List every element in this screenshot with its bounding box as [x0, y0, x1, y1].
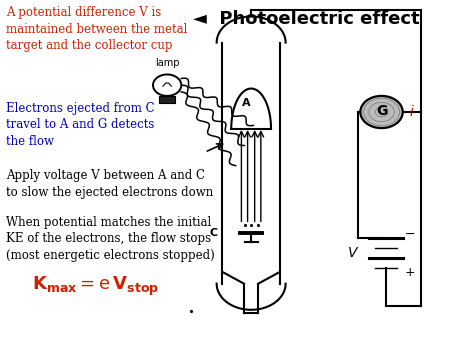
- Text: G: G: [376, 104, 387, 118]
- Text: When potential matches the initial
KE of the electrons, the flow stops
(most ene: When potential matches the initial KE of…: [6, 216, 215, 262]
- Text: −: −: [405, 228, 415, 241]
- Bar: [159, 96, 175, 103]
- Text: $\mathbf{K_{max}}$$= \mathrm{e}\, $$\mathbf{V_{stop}}$: $\mathbf{K_{max}}$$= \mathrm{e}\, $$\mat…: [32, 275, 159, 298]
- Text: Apply voltage V between A and C
to slow the ejected electrons down: Apply voltage V between A and C to slow …: [6, 169, 213, 198]
- Text: ◄  Photoelectric effect: ◄ Photoelectric effect: [193, 10, 420, 28]
- Text: i: i: [410, 105, 413, 119]
- Text: +: +: [405, 266, 415, 280]
- Text: Electrons ejected from C
travel to A and G detects
the flow: Electrons ejected from C travel to A and…: [6, 102, 154, 148]
- Text: C: C: [210, 228, 218, 238]
- Circle shape: [153, 74, 181, 96]
- Text: A potential difference V is
maintained between the metal
target and the collecto: A potential difference V is maintained b…: [6, 6, 187, 52]
- Text: A: A: [243, 98, 251, 107]
- Circle shape: [360, 96, 403, 128]
- Text: lamp: lamp: [155, 58, 180, 68]
- Text: V: V: [348, 246, 358, 260]
